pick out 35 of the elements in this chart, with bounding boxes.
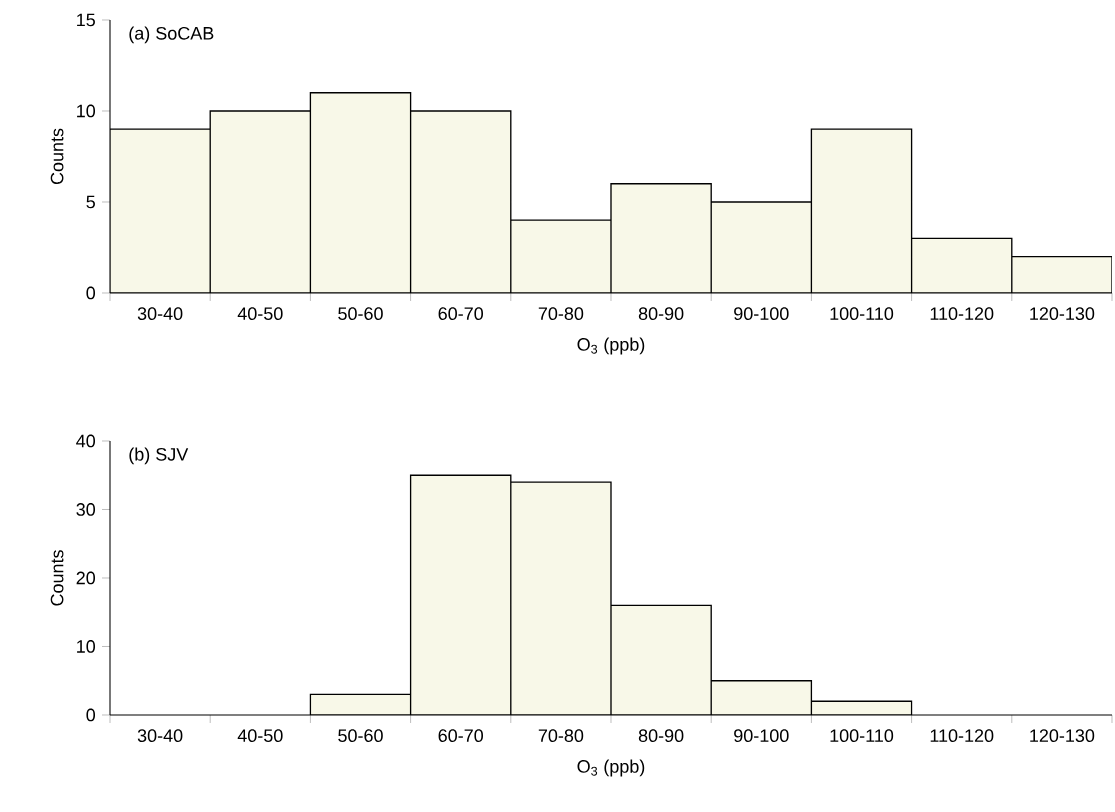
x-tick-label: 60-70 <box>438 729 483 742</box>
y-tick-label: 10 <box>77 640 96 653</box>
x-tick-label: 110-120 <box>930 729 994 742</box>
chart-title: (a) SoCAB <box>129 26 214 44</box>
y-tick-label: 5 <box>86 195 95 209</box>
x-tick-label: 90-100 <box>734 729 789 742</box>
x-tick-label: 70-80 <box>538 729 584 742</box>
x-axis-title: O$_{3}$ (ppb) <box>577 759 645 777</box>
x-tick-label: 80-90 <box>638 307 684 320</box>
y-tick-label: 10 <box>77 104 96 118</box>
x-tick-label: 70-80 <box>538 307 584 320</box>
x-tick-label: 60-70 <box>438 307 483 320</box>
x-tick-label: 100-110 <box>830 729 894 742</box>
y-axis-title: Counts <box>50 128 64 185</box>
y-axis-title: Counts <box>50 550 64 606</box>
x-tick-label: 120-130 <box>1030 729 1095 742</box>
y-tick-label: 0 <box>86 708 96 722</box>
x-tick-label: 50-60 <box>338 307 383 320</box>
x-axis-title: O$_{3}$ (ppb) <box>577 337 645 355</box>
chart-title: (b) SJV <box>129 447 189 465</box>
x-tick-label: 40-50 <box>237 307 283 320</box>
x-tick-label: 40-50 <box>237 729 283 742</box>
y-tick-label: 15 <box>77 13 95 27</box>
x-tick-label: 50-60 <box>338 729 383 742</box>
x-tick-label: 90-100 <box>734 307 789 320</box>
y-tick-label: 30 <box>76 503 96 516</box>
x-tick-label: 100-110 <box>830 307 894 320</box>
y-tick-label: 40 <box>76 434 96 448</box>
x-tick-label: 80-90 <box>638 729 684 742</box>
x-tick-label: 30-40 <box>137 307 183 320</box>
y-tick-label: 20 <box>76 571 96 585</box>
x-tick-label: 30-40 <box>137 729 183 742</box>
y-tick-label: 0 <box>86 286 96 300</box>
x-tick-label: 120-130 <box>1030 307 1095 320</box>
x-tick-label: 110-120 <box>930 307 994 320</box>
